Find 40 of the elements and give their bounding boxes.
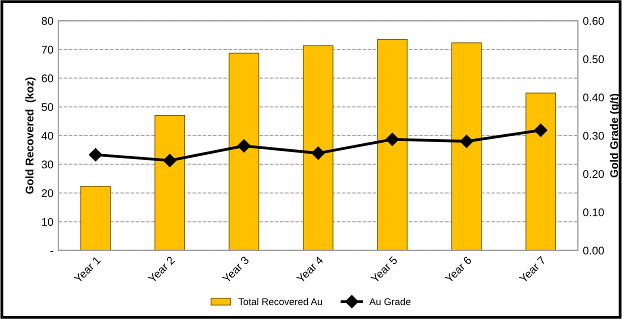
y-tick-label: 30	[42, 160, 54, 168]
point	[88, 148, 102, 162]
y2-tick-label: 0.60	[583, 17, 604, 25]
point	[460, 134, 474, 148]
bar	[80, 186, 111, 250]
x-tick-label: Year 6	[444, 256, 472, 284]
x-tick-label: Year 1	[74, 256, 101, 284]
bar	[228, 52, 260, 250]
legend-label: Au Grade	[369, 298, 410, 306]
x-tick-label: Year 4	[296, 256, 324, 284]
bar	[451, 42, 482, 250]
y-tick-label: 20	[42, 189, 54, 198]
point	[163, 154, 176, 168]
legend-label: Total Recovered Au	[238, 298, 322, 306]
point	[237, 139, 251, 152]
x-tick-label: Year 2	[148, 256, 176, 284]
bar	[377, 38, 408, 250]
bar	[525, 92, 556, 250]
y-tick-label: 50	[42, 103, 54, 111]
y-tick-label: -	[50, 251, 54, 252]
y-axis-title: Gold Recovered (koz)	[25, 77, 36, 194]
y-tick-label: 10	[42, 218, 54, 226]
y-tick-label: 60	[42, 74, 54, 82]
point	[534, 124, 548, 137]
y2-tick-label: 0.40	[583, 94, 604, 102]
y-tick-label: 70	[42, 46, 54, 54]
bar	[302, 45, 334, 250]
y-tick-label: 80	[42, 17, 54, 25]
y2-tick-label: 0.10	[583, 208, 604, 216]
bar	[154, 115, 186, 250]
x-tick-label: Year 5	[370, 256, 398, 284]
x-tick-label: Year 7	[518, 256, 546, 284]
point	[312, 146, 325, 160]
y-tick-label: 40	[42, 132, 54, 140]
x-tick-label: Year 3	[222, 256, 250, 284]
y2-tick-label: 0.00	[583, 246, 604, 255]
point	[386, 132, 399, 146]
y2-tick-label: 0.30	[583, 132, 604, 140]
y2-tick-label: 0.20	[583, 170, 604, 178]
y2-tick-label: 0.50	[583, 55, 604, 64]
